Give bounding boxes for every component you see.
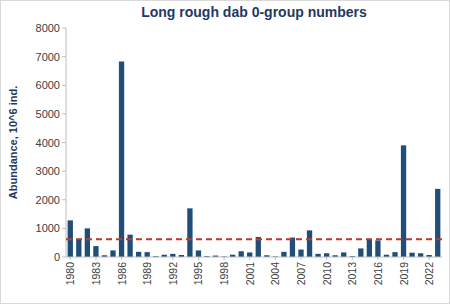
x-tick [95,257,96,260]
bar [307,230,312,257]
y-tick-label: 0 [54,251,60,263]
chart: Long rough dab 0-group numbers Abundance,… [0,0,450,304]
y-tick-label: 6000 [36,79,60,91]
bar [136,252,141,257]
x-tick [275,257,276,260]
bar [93,246,98,257]
y-tick [62,28,66,29]
bar [281,252,286,257]
x-tick-label: 1989 [141,262,153,286]
bar [392,252,397,257]
y-tick-label: 2000 [36,194,60,206]
bar [324,253,329,257]
x-tick [352,257,353,260]
y-tick-label: 4000 [36,137,60,149]
x-tick-label: 1998 [218,262,230,286]
bar [187,208,192,257]
x-tick-label: 2013 [346,262,358,286]
x-tick [403,257,404,260]
bar [145,252,150,257]
x-tick [147,257,148,260]
x-tick [429,257,430,260]
x-tick-label: 2004 [269,262,281,286]
x-tick-label: 1986 [116,262,128,286]
x-tick [198,257,199,260]
bar [367,240,372,257]
bar [358,248,363,257]
x-tick-label: 1980 [64,262,76,286]
bar [435,189,440,257]
bar [110,250,115,257]
bar [239,251,244,257]
bar [418,253,423,257]
x-tick [172,257,173,260]
y-axis-label: Abundance, 10^6 ind. [7,86,19,199]
x-tick-label: 2016 [372,262,384,286]
x-axis-line [66,257,442,258]
bar [119,61,124,257]
x-tick-label: 1992 [167,262,179,286]
bar [341,252,346,257]
x-tick-label: 1983 [90,262,102,286]
x-tick-label: 2007 [295,262,307,286]
y-tick [62,56,66,57]
y-tick-label: 1000 [36,222,60,234]
y-tick [62,85,66,86]
x-tick-label: 2019 [398,262,410,286]
reference-line [66,238,442,240]
y-tick [62,228,66,229]
x-tick-label: 2001 [244,262,256,286]
x-tick [224,257,225,260]
bar [76,240,81,257]
chart-border [1,1,450,304]
y-tick [62,142,66,143]
y-tick [62,257,66,258]
title: Long rough dab 0-group numbers [141,4,367,20]
x-tick [377,257,378,260]
bar [409,253,414,257]
y-tick-label: 8000 [36,22,60,34]
bars [66,61,442,257]
x-tick-label: 2010 [321,262,333,286]
y-tick-label: 3000 [36,165,60,177]
y-axis-line [66,28,67,257]
y-tick [62,199,66,200]
bar [290,238,295,257]
bar [127,235,132,257]
bar [247,252,252,257]
bar [196,250,201,257]
x-tick [301,257,302,260]
y-tick-label: 7000 [36,51,60,63]
y-tick [62,113,66,114]
x-tick [326,257,327,260]
bar [401,145,406,257]
x-tick [121,257,122,260]
x-tick-label: 2022 [423,262,435,286]
x-tick [249,257,250,260]
bar [375,240,380,257]
bar [85,228,90,257]
x-tick-label: 1995 [192,262,204,286]
bar [298,250,303,257]
y-tick-label: 5000 [36,108,60,120]
x-tick [70,257,71,260]
y-tick [62,171,66,172]
